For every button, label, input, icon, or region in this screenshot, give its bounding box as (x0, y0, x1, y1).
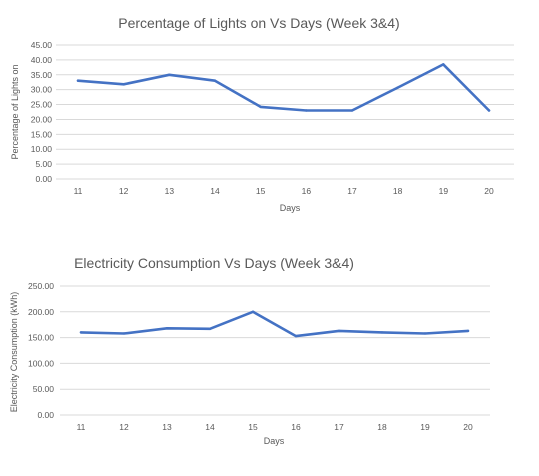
gridlines (60, 285, 490, 416)
chart-lights: Percentage of Lights on Vs Days (Week 3&… (10, 15, 514, 213)
x-tick-label: 16 (291, 422, 301, 432)
chart-electricity: Electricity Consumption Vs Days (Week 3&… (9, 255, 490, 446)
x-tick-label: 13 (162, 422, 172, 432)
x-tick-label: 19 (439, 186, 449, 196)
y-tick-label: 200.00 (28, 307, 54, 317)
x-axis-label: Days (264, 436, 285, 446)
y-tick-label: 20.00 (31, 114, 53, 124)
data-point (294, 334, 298, 338)
y-tick-label: 5.00 (35, 159, 52, 169)
gridlines (56, 44, 514, 180)
data-point (487, 109, 491, 112)
series-line (79, 310, 470, 338)
x-tick-label: 13 (165, 186, 175, 196)
series-line (76, 63, 491, 112)
data-point (337, 329, 341, 333)
x-tick-label: 16 (302, 186, 312, 196)
y-tick-label: 150.00 (28, 333, 54, 343)
series-lines (76, 63, 491, 112)
data-point (79, 331, 83, 334)
data-point (165, 327, 169, 330)
x-tick-label: 14 (210, 186, 220, 196)
data-point (251, 310, 255, 313)
series-lines (79, 310, 470, 338)
data-point (423, 332, 427, 335)
data-point (122, 332, 126, 335)
y-axis-label: Percentage of Lights on (10, 64, 20, 159)
x-tick-label: 17 (347, 186, 357, 196)
data-point (380, 331, 384, 334)
data-point (305, 109, 308, 112)
y-tick-label: 250.00 (28, 281, 54, 291)
y-tick-label: 30.00 (31, 85, 53, 95)
x-tick-label: 17 (334, 422, 344, 432)
y-tick-labels: 0.00 5.00 10.00 15.00 20.00 25.00 30.00 35.00 40… (31, 40, 53, 184)
x-tick-label: 14 (205, 422, 215, 432)
y-tick-label: 40.00 (31, 55, 53, 65)
x-tick-label: 19 (420, 422, 430, 432)
y-tick-label: 15.00 (31, 129, 53, 139)
y-tick-label: 0.00 (35, 174, 52, 184)
y-tick-label: 35.00 (31, 70, 53, 80)
y-axis-label: Electricity Consumption (kWh) (9, 292, 19, 413)
y-tick-label: 100.00 (28, 358, 54, 368)
x-tick-label: 12 (119, 186, 129, 196)
y-tick-labels: 0.00 50.00 100.00 150.00 200.00 250.00 (28, 281, 54, 420)
y-tick-label: 0.00 (37, 410, 54, 420)
data-point (442, 63, 445, 66)
data-point (396, 86, 399, 89)
x-tick-label: 15 (248, 422, 258, 432)
data-point (208, 327, 212, 331)
chart-title: Electricity Consumption Vs Days (Week 3&… (74, 255, 354, 271)
x-tick-label: 18 (377, 422, 387, 432)
x-tick-label: 11 (74, 186, 83, 196)
x-tick-label: 20 (484, 186, 494, 196)
x-axis-label: Days (280, 203, 301, 213)
data-point (76, 79, 80, 82)
y-tick-label: 45.00 (31, 40, 53, 50)
data-point (350, 109, 354, 112)
data-point (122, 83, 125, 86)
data-point (259, 105, 262, 109)
x-tick-labels: 11 12 13 14 15 16 17 18 19 20 (74, 186, 494, 196)
y-tick-label: 50.00 (33, 384, 55, 394)
data-point (213, 79, 217, 82)
x-tick-labels: 11 12 13 14 15 16 17 18 19 20 (77, 422, 473, 432)
chart-title: Percentage of Lights on Vs Days (Week 3&… (118, 15, 399, 31)
x-tick-label: 20 (463, 422, 473, 432)
x-tick-label: 15 (256, 186, 266, 196)
y-tick-label: 25.00 (31, 100, 53, 110)
x-tick-label: 12 (119, 422, 129, 432)
y-tick-label: 10.00 (31, 144, 53, 154)
x-tick-label: 18 (393, 186, 403, 196)
data-point (168, 73, 171, 76)
x-tick-label: 11 (77, 422, 86, 432)
data-point (466, 329, 470, 333)
